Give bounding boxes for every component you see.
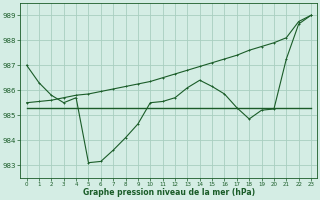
X-axis label: Graphe pression niveau de la mer (hPa): Graphe pression niveau de la mer (hPa): [83, 188, 255, 197]
